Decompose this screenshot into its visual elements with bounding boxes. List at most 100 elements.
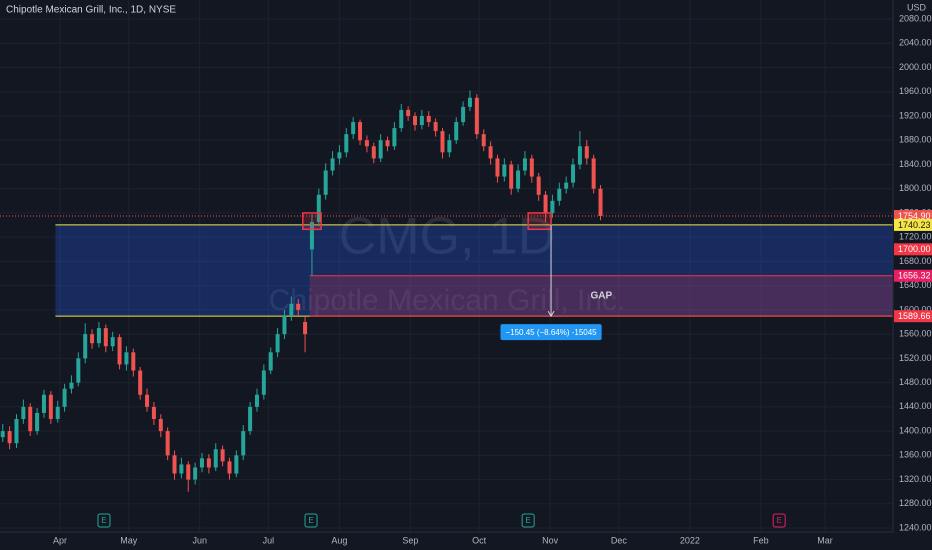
overlays: −150.45 (−8.64%) -15045 E E E E	[0, 212, 893, 528]
price-tag	[894, 269, 932, 282]
price-tag	[894, 243, 932, 256]
candle-body	[426, 115, 431, 123]
candle-body	[165, 431, 170, 456]
candle-body	[584, 146, 589, 159]
candle-body	[598, 188, 603, 217]
highlight-box	[302, 212, 322, 231]
candle-body	[254, 394, 259, 407]
candle-body	[536, 176, 541, 195]
x-tick-label: Mar	[817, 535, 833, 545]
candle-body	[179, 464, 184, 474]
candle-body	[124, 352, 129, 365]
x-tick-label: Oct	[472, 535, 487, 545]
candle-body	[529, 158, 534, 177]
y-tick-label: 1400.00	[899, 425, 932, 435]
y-tick-label: 2080.00	[899, 13, 932, 23]
candle-body	[282, 315, 287, 335]
candle-body	[261, 370, 266, 395]
candle-body	[7, 431, 12, 444]
candle-body	[35, 412, 40, 432]
candle-body	[117, 337, 122, 365]
candle-body	[268, 352, 273, 371]
y-axis-label: USD	[907, 2, 927, 12]
candle-body	[55, 406, 60, 419]
candle-body	[14, 418, 19, 444]
price-tag-label: 1656.32	[898, 271, 931, 281]
candle-body	[110, 337, 115, 347]
candle-body	[289, 303, 294, 316]
event-label: E	[776, 516, 781, 525]
candle-body	[488, 146, 493, 159]
candle-body	[83, 334, 88, 359]
candle-body	[413, 115, 418, 126]
candle-body	[145, 394, 150, 407]
x-tick-label: Feb	[753, 535, 769, 545]
chart-title: Chipotle Mexican Grill, Inc., 1D, NYSE	[6, 5, 176, 16]
candle-body	[516, 170, 521, 189]
candle-body	[103, 328, 108, 347]
candle-body	[440, 131, 445, 153]
zone	[55, 224, 893, 317]
candle-body	[131, 352, 136, 371]
zone-label: GAP	[590, 291, 612, 302]
event-label: E	[525, 516, 530, 525]
candle-body	[227, 461, 232, 474]
candle-body	[138, 370, 143, 395]
candle-body	[577, 146, 582, 165]
y-tick-label: 1520.00	[899, 353, 932, 363]
axes: 1240.00 1280.00 1320.00 1360.00 1400.00 1440.…	[53, 13, 932, 545]
candle-body	[419, 115, 424, 126]
y-tick-label: 1840.00	[899, 159, 932, 169]
watermark-symbol: CMG, 1D	[339, 208, 556, 266]
candle-body	[62, 388, 67, 407]
candle-body	[344, 134, 349, 153]
candle-body	[151, 406, 156, 419]
candle-body	[69, 382, 74, 389]
candle-body	[481, 134, 486, 147]
y-tick-label: 1880.00	[899, 135, 932, 145]
candle-body	[303, 322, 308, 335]
candle-body	[474, 97, 479, 135]
y-tick-label: 1720.00	[899, 232, 932, 242]
x-tick-label: Dec	[611, 535, 628, 545]
candle-body	[433, 122, 438, 132]
candle-body	[543, 194, 548, 213]
candle-body	[234, 455, 239, 474]
price-tag	[894, 310, 932, 323]
candle-body	[193, 467, 198, 480]
candle-body	[330, 158, 335, 171]
candle-body	[28, 406, 33, 432]
candle-body	[502, 164, 507, 177]
x-tick-label: Nov	[542, 535, 559, 545]
candle-body	[378, 140, 383, 159]
measure-label: −150.45 (−8.64%) -15045	[505, 328, 597, 337]
y-tick-label: 1440.00	[899, 401, 932, 411]
price-tag	[894, 218, 932, 231]
y-tick-label: 1240.00	[899, 522, 932, 532]
candle-body	[316, 194, 321, 223]
candle-body	[172, 455, 177, 474]
candle-body	[309, 222, 314, 250]
watermark: CMG, 1D Chipotle Mexican Grill, Inc.	[269, 208, 626, 317]
candle-body	[186, 464, 191, 480]
y-tick-label: 1320.00	[899, 474, 932, 484]
candle-body	[337, 152, 342, 159]
price-tag-label: 1740.23	[898, 220, 931, 230]
candle-body	[371, 146, 376, 159]
candle-body	[557, 188, 562, 201]
candle-body	[296, 303, 301, 310]
candle-body	[467, 97, 472, 107]
measure-box	[500, 324, 602, 341]
candle-body	[392, 128, 397, 147]
candle-body	[591, 158, 596, 189]
x-tick-label: Jun	[192, 535, 207, 545]
price-tag-label: 1589.66	[898, 311, 931, 321]
candle-body	[200, 458, 205, 468]
candle-body	[495, 158, 500, 177]
candle-body	[454, 122, 459, 141]
zones: GAP	[55, 224, 894, 317]
y-tick-label: 1800.00	[899, 183, 932, 193]
candle-body	[96, 328, 101, 344]
candle-body	[213, 449, 218, 468]
